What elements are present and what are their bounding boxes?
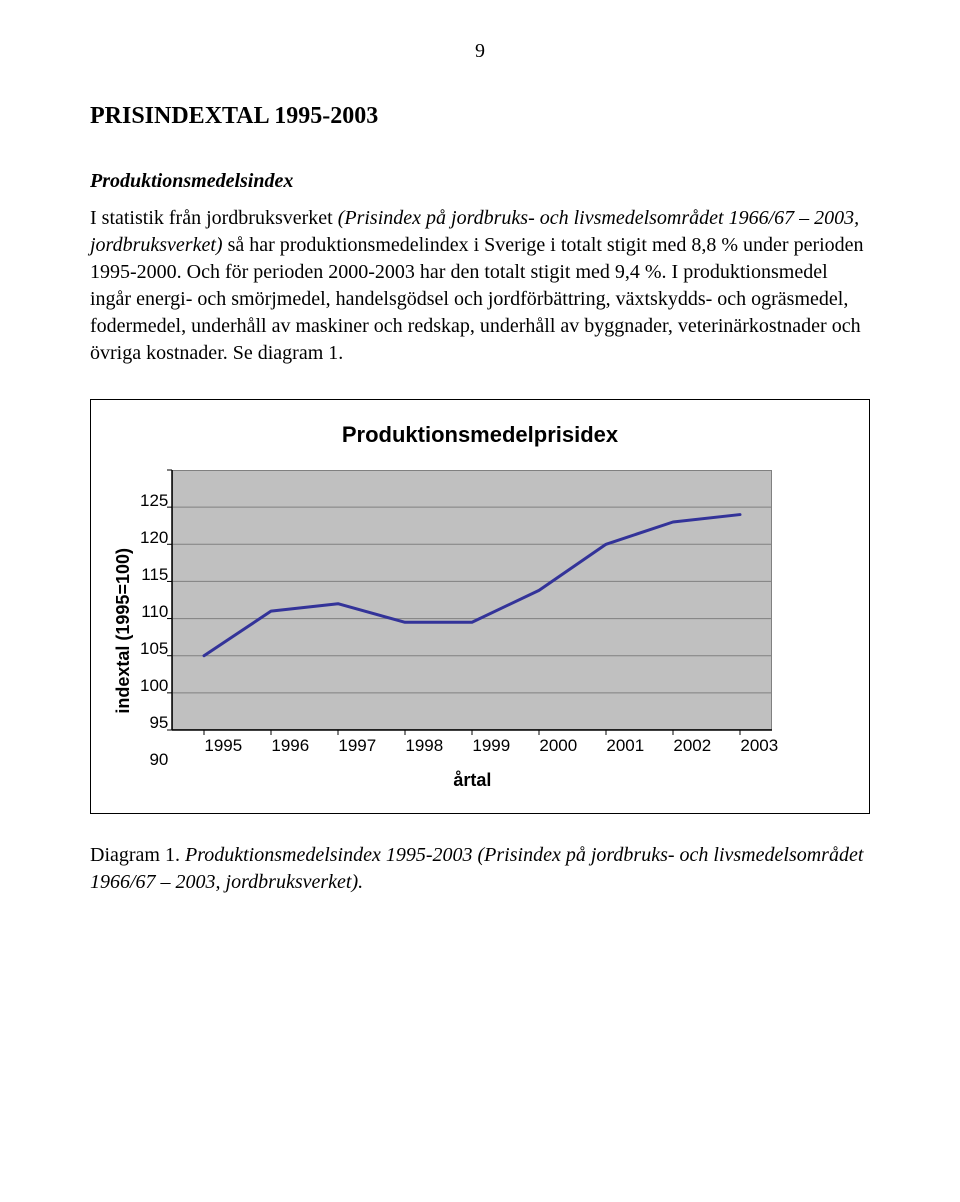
body-text-before: I statistik från jordbruksverket	[90, 207, 338, 229]
chart-title: Produktionsmedelprisidex	[113, 422, 847, 448]
chart-plot-svg	[172, 470, 772, 730]
page-number: 9	[90, 40, 870, 63]
chart-plot-wrap: 199519961997199819992000200120022003 årt…	[172, 470, 772, 791]
chart-ylabel: indextal (1995=100)	[113, 548, 134, 714]
chart-body: indextal (1995=100) 12512011511010510095…	[113, 470, 847, 791]
subheading-produktionsmedelsindex: Produktionsmedelsindex	[90, 170, 870, 193]
chart-xlabel: årtal	[172, 770, 772, 791]
heading-prisindextal: PRISINDEXTAL 1995-2003	[90, 103, 870, 130]
chart-container: Produktionsmedelprisidex indextal (1995=…	[90, 399, 870, 814]
page: 9 PRISINDEXTAL 1995-2003 Produktionsmede…	[0, 0, 960, 936]
caption-italic: Produktionsmedelsindex 1995-2003 (Prisin…	[90, 844, 863, 893]
chart-xaxis: 199519961997199819992000200120022003	[172, 736, 772, 756]
figure-caption: Diagram 1. Produktionsmedelsindex 1995-2…	[90, 842, 870, 896]
caption-plain: Diagram 1.	[90, 844, 185, 866]
chart-yaxis: 1251201151101051009590	[140, 501, 172, 761]
body-paragraph: I statistik från jordbruksverket (Prisin…	[90, 205, 870, 367]
